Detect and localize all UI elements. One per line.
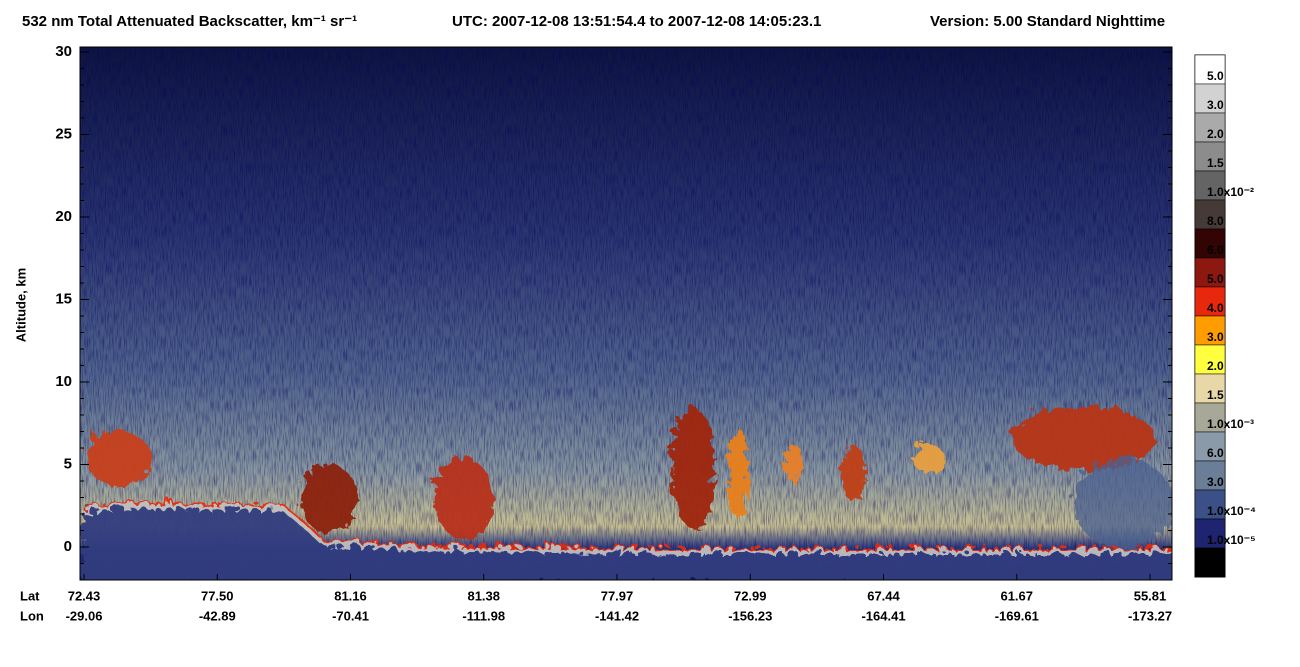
colorbar-label: 1.0x10⁻⁴ bbox=[1207, 504, 1256, 518]
colorbar-label: 4.0 bbox=[1207, 301, 1224, 315]
colorbar-swatch bbox=[1194, 489, 1226, 520]
lat-label: 77.50 bbox=[201, 588, 234, 603]
lat-label: 55.81 bbox=[1134, 588, 1167, 603]
colorbar-label: 2.0 bbox=[1207, 127, 1224, 141]
colorbar-swatch bbox=[1194, 315, 1226, 346]
colorbar-label: 1.0x10⁻² bbox=[1207, 185, 1254, 199]
colorbar-label: 1.0x10⁻³ bbox=[1207, 417, 1254, 431]
colorbar-swatch bbox=[1194, 431, 1226, 462]
lon-label: -164.41 bbox=[861, 608, 905, 623]
lon-label: -169.61 bbox=[995, 608, 1039, 623]
version: Version: 5.00 Standard Nighttime bbox=[930, 13, 1165, 30]
lon-label: -70.41 bbox=[332, 608, 369, 623]
colorbar-swatch bbox=[1194, 460, 1226, 491]
colorbar-swatch bbox=[1194, 112, 1226, 143]
colorbar-swatch bbox=[1194, 170, 1226, 201]
colorbar-label: 8.0 bbox=[1207, 214, 1224, 228]
colorbar-label: 5.0 bbox=[1207, 272, 1224, 286]
plot-frame bbox=[79, 46, 1173, 581]
lon-label: -156.23 bbox=[728, 608, 772, 623]
lat-label: 67.44 bbox=[867, 588, 900, 603]
y-tick-label: 15 bbox=[55, 290, 72, 307]
colorbar-label: 5.0 bbox=[1207, 69, 1224, 83]
colorbar-swatch bbox=[1194, 199, 1226, 230]
plot-image bbox=[80, 47, 1172, 580]
lon-label: -42.89 bbox=[199, 608, 236, 623]
chart-subtitle: UTC: 2007-12-08 13:51:54.4 to 2007-12-08… bbox=[452, 13, 821, 30]
colorbar-label: 1.5 bbox=[1207, 388, 1224, 402]
colorbar-swatch bbox=[1194, 402, 1226, 433]
y-tick-label: 5 bbox=[64, 455, 72, 472]
y-tick-label: 25 bbox=[55, 125, 72, 142]
colorbar-swatch bbox=[1194, 286, 1226, 317]
y-tick-label: 10 bbox=[55, 373, 72, 390]
y-tick-label: 0 bbox=[64, 538, 72, 555]
colorbar-label: 3.0 bbox=[1207, 475, 1224, 489]
lon-label: -111.98 bbox=[462, 608, 505, 623]
colorbar-label: 6.0 bbox=[1207, 446, 1224, 460]
colorbar-swatch bbox=[1194, 228, 1226, 259]
lat-label: 61.67 bbox=[1000, 588, 1033, 603]
colorbar-swatch bbox=[1194, 373, 1226, 404]
lat-label: 81.38 bbox=[467, 588, 500, 603]
colorbar-swatch bbox=[1194, 83, 1226, 114]
lat-label: 77.97 bbox=[601, 588, 634, 603]
lat-label: 72.99 bbox=[734, 588, 767, 603]
y-axis-label: Altitude, km bbox=[13, 268, 28, 342]
lat-label: 72.43 bbox=[68, 588, 101, 603]
y-tick-label: 30 bbox=[55, 43, 72, 60]
colorbar-swatch bbox=[1194, 141, 1226, 172]
colorbar-swatch bbox=[1194, 344, 1226, 375]
colorbar-label: 2.0 bbox=[1207, 359, 1224, 373]
y-tick-label: 20 bbox=[55, 208, 72, 225]
lat-label: 81.16 bbox=[334, 588, 367, 603]
colorbar-swatch bbox=[1194, 518, 1226, 549]
lon-label: -29.06 bbox=[66, 608, 103, 623]
chart-title: 532 nm Total Attenuated Backscatter, km⁻… bbox=[22, 13, 357, 30]
colorbar-label: 3.0 bbox=[1207, 330, 1224, 344]
x-row-label: Lat bbox=[20, 588, 40, 603]
colorbar-label: 6.0 bbox=[1207, 243, 1224, 257]
colorbar-label: 3.0 bbox=[1207, 98, 1224, 112]
colorbar-swatch bbox=[1194, 257, 1226, 288]
colorbar-label: 1.5 bbox=[1207, 156, 1224, 170]
colorbar-swatch bbox=[1194, 547, 1226, 578]
lon-label: -141.42 bbox=[595, 608, 639, 623]
lon-label: -173.27 bbox=[1128, 608, 1172, 623]
colorbar-label: 1.0x10⁻⁵ bbox=[1207, 533, 1256, 547]
x-row-label: Lon bbox=[20, 608, 44, 623]
